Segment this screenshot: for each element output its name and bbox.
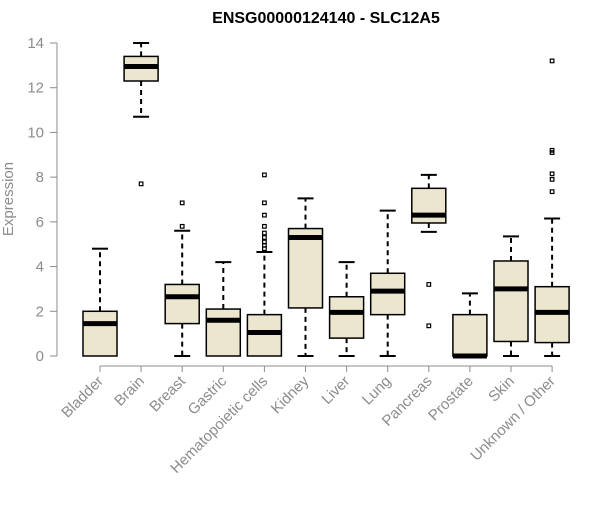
x-tick-label: Prostate — [425, 373, 477, 425]
y-tick-label: 12 — [27, 80, 44, 97]
x-tick-label: Kidney — [268, 372, 313, 417]
outlier-point — [262, 235, 267, 240]
box-group — [246, 172, 283, 357]
y-tick-label: 2 — [36, 303, 44, 320]
iqr-box — [369, 272, 406, 316]
iqr-box — [82, 310, 118, 357]
box-group — [411, 173, 447, 329]
box-group — [205, 261, 242, 357]
outlier-point — [262, 200, 267, 206]
iqr-box — [205, 308, 242, 357]
y-axis: 0 2 4 6 8 10 12 14 — [27, 35, 58, 365]
outlier-point — [549, 176, 555, 182]
iqr-box — [164, 283, 200, 325]
iqr-box — [287, 227, 324, 309]
y-axis-label: Expression — [0, 162, 17, 236]
box-group — [123, 42, 159, 187]
outlier-point — [179, 223, 185, 229]
outlier-point — [262, 230, 267, 236]
x-tick-label: Breast — [146, 372, 189, 415]
outlier-point — [549, 147, 555, 153]
box-group — [369, 209, 406, 357]
box-group — [164, 200, 200, 357]
outlier-point — [426, 282, 432, 287]
box-group — [328, 261, 365, 357]
x-tick-label: Bladder — [58, 373, 107, 422]
box-group — [82, 247, 118, 357]
x-tick-label: Liver — [318, 373, 353, 408]
outlier-point — [262, 172, 267, 178]
x-tick-label: Brain — [111, 373, 148, 410]
y-tick-label: 8 — [36, 169, 44, 186]
chart-title: ENSG00000124140 - SLC12A5 — [212, 10, 440, 27]
iqr-box — [493, 260, 529, 343]
outlier-point — [179, 200, 185, 206]
iqr-box — [328, 296, 365, 339]
y-tick-label: 14 — [27, 35, 44, 52]
outlier-point — [549, 189, 555, 195]
box-group — [452, 292, 488, 359]
y-tick-label: 10 — [27, 124, 44, 141]
y-tick-label: 4 — [36, 259, 44, 276]
outlier-point — [262, 223, 267, 229]
x-tick-label: Lung — [359, 373, 395, 409]
x-tick-label: Skin — [485, 373, 518, 406]
box-group — [287, 197, 324, 357]
outlier-point — [262, 239, 267, 245]
y-tick-label: 6 — [36, 214, 44, 231]
iqr-box — [246, 313, 283, 357]
y-tick-label: 0 — [36, 348, 44, 365]
box-group — [534, 58, 570, 357]
outlier-point — [426, 323, 432, 329]
outlier-point — [138, 181, 144, 187]
iqr-box — [452, 313, 488, 357]
outlier-point — [262, 212, 267, 218]
iqr-box — [411, 187, 447, 224]
outlier-point — [549, 58, 555, 64]
outlier-point — [549, 171, 555, 177]
box-group — [493, 235, 529, 357]
boxes-layer — [82, 42, 570, 359]
